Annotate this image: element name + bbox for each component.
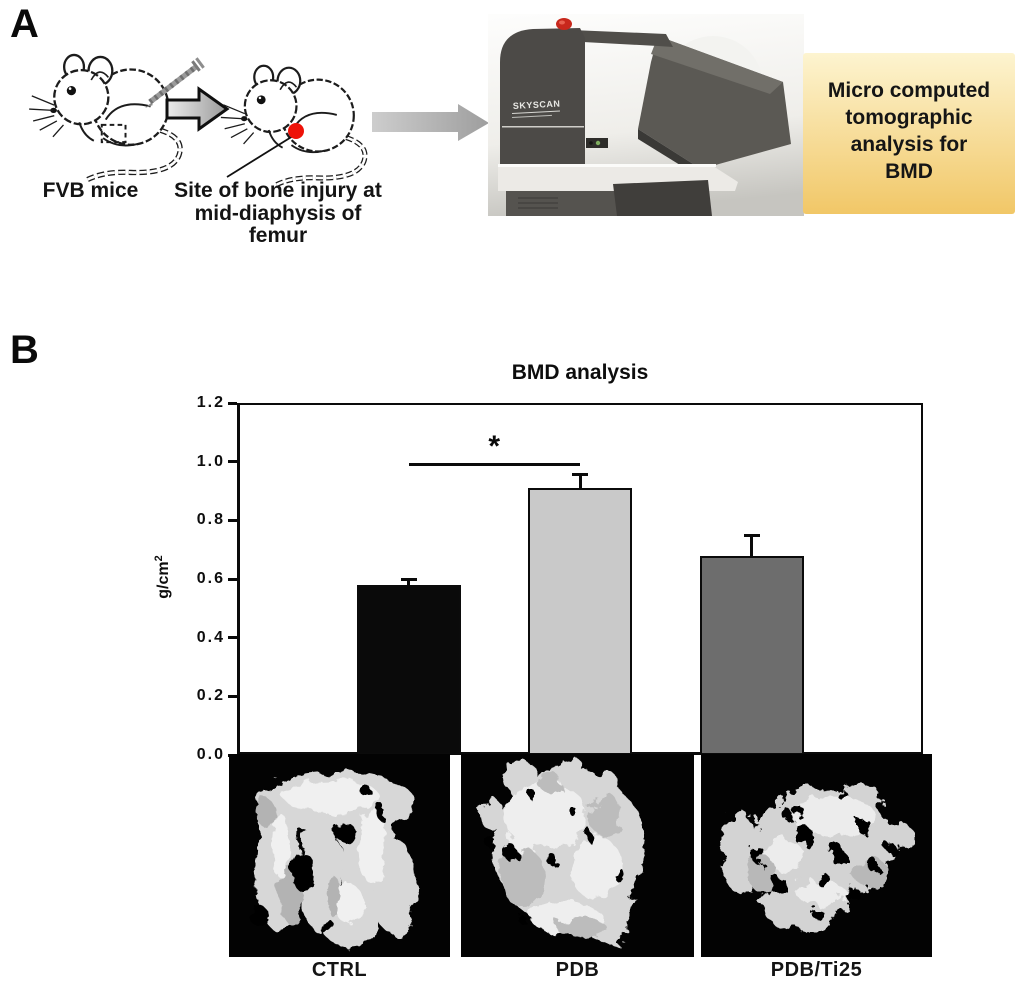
mice-schematic-illustration (29, 53, 489, 188)
analysis-info-box: Micro computed tomographic analysis for … (803, 53, 1015, 214)
y-tick-mark (228, 460, 237, 464)
group-label-ctrl: CTRL (311, 959, 368, 981)
y-tick-mark (228, 577, 237, 581)
fvb-mice-caption: FVB mice (42, 179, 139, 202)
block-arrow-icon (165, 86, 230, 132)
y-tick-label: 1.2 (196, 394, 225, 411)
y-tick-label: 1.0 (196, 452, 225, 470)
y-tick-label: 0.6 (196, 570, 225, 587)
bar-PDB (528, 488, 632, 755)
panel-b-label: B (10, 328, 39, 372)
chart-title: BMD analysis (511, 361, 649, 384)
panel-a-label: A (10, 2, 39, 46)
info-box-line-1: Micro computed (827, 79, 991, 102)
scanner-brand-text: SKYSCAN (513, 99, 561, 111)
info-box-line-4: BMD (885, 160, 933, 183)
info-box-line-2: tomographic (845, 106, 973, 129)
y-tick-label: 0.4 (196, 628, 225, 646)
bar-CTRL (356, 584, 461, 755)
group-label-pdbti25: PDB/Ti25 (770, 959, 863, 981)
y-tick-label: 0.0 (196, 746, 225, 763)
y-tick-mark (228, 518, 237, 522)
y-tick-mark (228, 401, 237, 405)
error-bar-stem (407, 579, 410, 585)
error-bar-cap (572, 473, 588, 477)
injury-caption-line-2: mid-diaphysis of (194, 201, 362, 225)
group-label-pdb: PDB (555, 959, 600, 981)
injury-caption-line-1: Site of bone injury at (174, 179, 382, 202)
y-tick-label: 0.8 (196, 511, 225, 529)
flank-marker-dashed-box (100, 123, 127, 144)
error-bar-stem (750, 535, 753, 556)
error-bar-cap (743, 533, 760, 537)
microct-scanner-photo: SKYSCAN (488, 14, 804, 216)
microct-image-pdbti25 (701, 754, 932, 957)
significance-line (408, 463, 580, 466)
y-tick-mark (228, 636, 237, 640)
injury-pointer-line (226, 135, 294, 178)
microct-image-ctrl (229, 754, 450, 957)
y-axis-unit-exponent: 2 (152, 555, 165, 562)
injury-caption-line-3: femur (248, 224, 308, 247)
needle-icon (145, 57, 205, 108)
flow-arrow-icon (372, 104, 489, 141)
injury-site-caption: Site of bone injury at mid-diaphysis of … (172, 179, 384, 248)
bar-PDB/Ti25 (699, 555, 804, 755)
mouse-1-illustration (29, 53, 183, 183)
significance-asterisk: * (488, 429, 501, 463)
injury-site-dot (288, 123, 304, 139)
y-tick-label: 0.2 (196, 687, 225, 705)
error-bar-stem (578, 474, 582, 489)
y-tick-mark (228, 694, 237, 698)
info-box-line-3: analysis for (850, 133, 968, 156)
error-bar-cap (400, 577, 417, 581)
scanner-red-knob (556, 18, 572, 30)
microct-image-pdb (461, 754, 694, 957)
